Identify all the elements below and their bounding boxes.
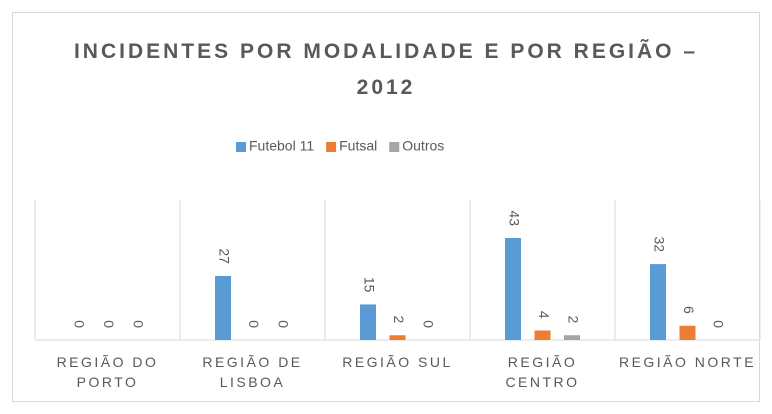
data-label: 0 bbox=[246, 320, 262, 328]
data-label: 0 bbox=[710, 320, 726, 328]
bar bbox=[360, 304, 376, 340]
data-label: 0 bbox=[420, 320, 436, 328]
chart-title: INCIDENTES POR MODALIDADE E POR REGIÃO –… bbox=[73, 40, 699, 99]
data-label: 0 bbox=[130, 320, 146, 328]
legend-swatch bbox=[236, 142, 246, 152]
bar bbox=[650, 264, 666, 340]
data-label: 0 bbox=[101, 320, 117, 328]
data-label: 6 bbox=[681, 306, 697, 314]
chart-border bbox=[12, 12, 760, 402]
legend-label: Futebol 11 bbox=[249, 138, 314, 154]
x-tick-label: REGIÃO DE LISBOA bbox=[202, 354, 303, 390]
x-tick-label: REGIÃO CENTRO bbox=[505, 354, 580, 390]
data-label: 15 bbox=[361, 277, 377, 293]
bar bbox=[389, 335, 406, 340]
data-label: 0 bbox=[71, 320, 87, 328]
bar bbox=[564, 335, 580, 340]
data-label: 2 bbox=[391, 315, 407, 323]
legend-label: Outros bbox=[402, 138, 444, 154]
bar bbox=[505, 238, 521, 340]
data-label: 43 bbox=[506, 210, 522, 226]
x-tick-label: REGIÃO NORTE bbox=[618, 354, 757, 370]
bar bbox=[534, 330, 551, 340]
x-tick-label: REGIÃO DO PORTO bbox=[56, 354, 159, 390]
legend-swatch bbox=[389, 142, 400, 152]
bar bbox=[215, 275, 231, 340]
legend-swatch bbox=[326, 142, 337, 152]
data-label: 0 bbox=[275, 320, 291, 328]
x-tick-label: REGIÃO SUL bbox=[342, 354, 453, 370]
data-label: 4 bbox=[536, 311, 552, 319]
legend-label: Futsal bbox=[339, 138, 377, 154]
data-label: 2 bbox=[565, 315, 581, 323]
bar bbox=[679, 325, 696, 340]
data-label: 32 bbox=[651, 237, 667, 253]
data-label: 27 bbox=[216, 248, 232, 264]
